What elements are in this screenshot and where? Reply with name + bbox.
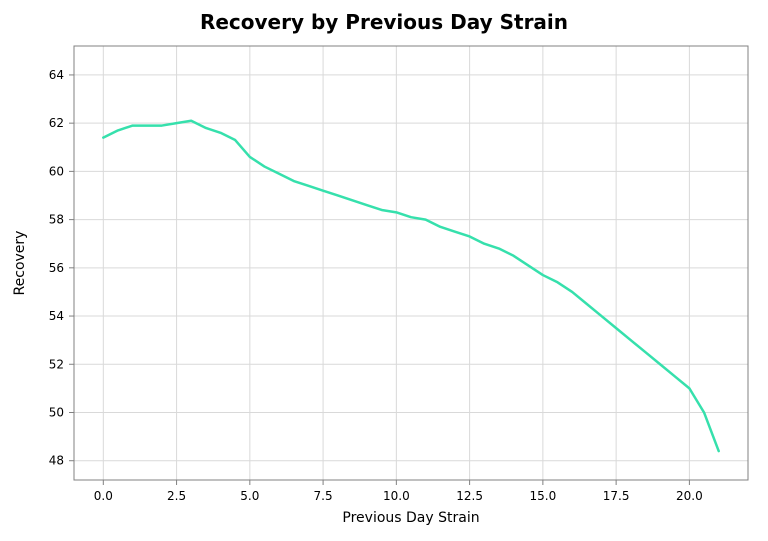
x-tick-label: 20.0 (676, 489, 703, 503)
y-axis-label: Recovery (12, 231, 28, 296)
y-tick-label: 62 (49, 116, 64, 130)
y-tick-label: 54 (49, 309, 64, 323)
y-tick-label: 56 (49, 261, 64, 275)
chart-container: Recovery by Previous Day Strain 0.0 2.5 5.… (0, 0, 768, 541)
chart-title: Recovery by Previous Day Strain (0, 10, 768, 34)
y-tick-label: 64 (49, 68, 64, 82)
y-tick-label: 52 (49, 357, 64, 371)
x-tick-label: 12.5 (456, 489, 483, 503)
y-tick-label: 60 (49, 164, 64, 178)
x-axis-label: Previous Day Strain (342, 510, 479, 526)
y-tick-label: 50 (49, 405, 64, 419)
y-tick-label: 48 (49, 454, 64, 468)
x-tick-label: 0.0 (94, 489, 113, 503)
x-tick-label: 10.0 (383, 489, 410, 503)
x-tick-label: 17.5 (603, 489, 630, 503)
x-tick-label: 15.0 (530, 489, 557, 503)
x-tick-label: 5.0 (240, 489, 259, 503)
line-chart: 0.0 2.5 5.0 7.5 10.0 12.5 15.0 17.5 20.0 48 50 52 54… (0, 0, 768, 541)
y-tick-label: 58 (49, 213, 64, 227)
x-tick-label: 7.5 (314, 489, 333, 503)
x-tick-label: 2.5 (167, 489, 186, 503)
